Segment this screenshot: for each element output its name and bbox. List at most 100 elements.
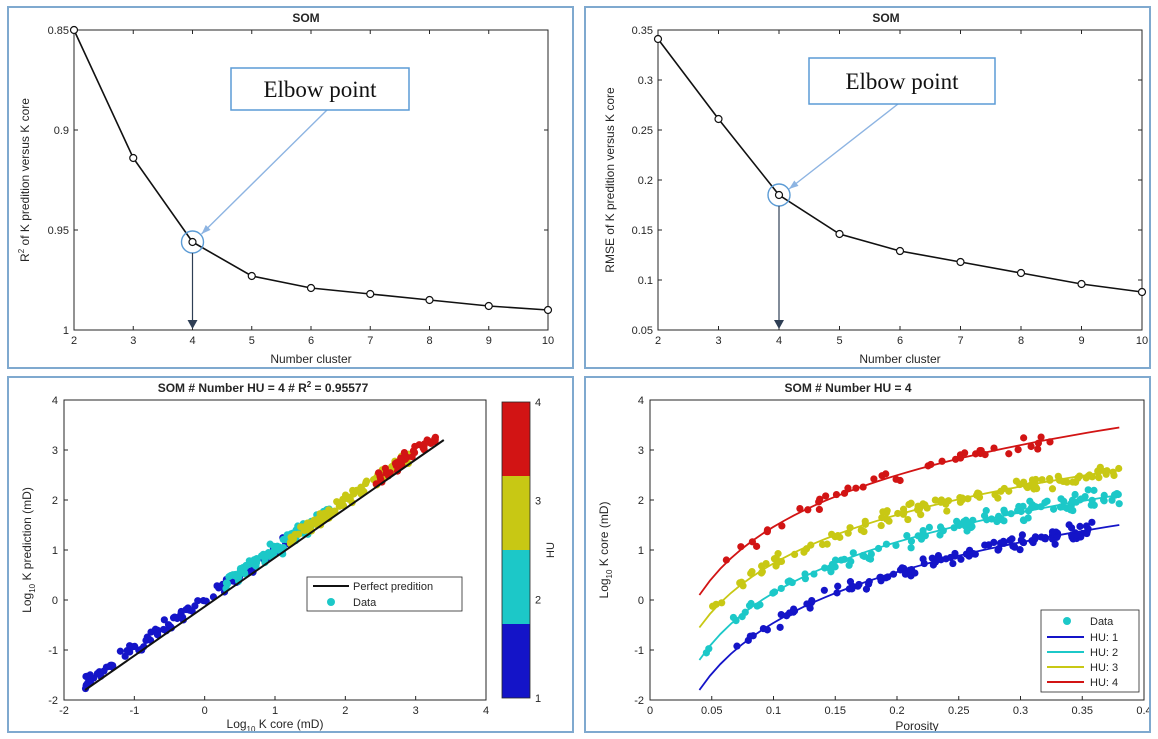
y-tick-label: -1	[48, 645, 58, 657]
data-point-hu3	[357, 483, 365, 491]
data-point-hu1	[1051, 540, 1059, 548]
callout-pointer-arrowhead	[789, 180, 799, 189]
data-point-hu3	[883, 507, 891, 515]
data-point-hu3	[1096, 463, 1104, 471]
data-point	[835, 229, 844, 239]
x-tick-label: 8	[1018, 335, 1024, 347]
elbow-drop-arrowhead	[187, 320, 198, 329]
data-point-hu3	[905, 500, 913, 509]
rmse-elbow-chart: SOM 2 3 4 5 6 7 8 9 100.050.10.150.20.250.30.35 …	[603, 11, 1148, 366]
data-point-hu1	[145, 635, 154, 644]
chart-title: SOM	[872, 11, 899, 25]
data-point	[425, 295, 434, 305]
data-point-hu4	[1034, 445, 1042, 453]
data-point-hu2	[907, 544, 915, 552]
data-point	[956, 257, 965, 267]
data-point-hu2	[1071, 490, 1079, 499]
data-point	[1137, 287, 1147, 297]
colorbar-label: HU	[545, 542, 557, 558]
data-point-hu3	[943, 507, 951, 515]
data-point-hu1	[93, 669, 101, 678]
data-point-hu1	[121, 652, 129, 660]
data-point-hu1	[777, 610, 785, 619]
data-point-hu1	[160, 616, 168, 624]
y-tick-label: 1	[63, 325, 69, 337]
data-point-hu1	[820, 586, 828, 594]
data-point-hu1	[83, 672, 92, 680]
legend-label-hu4: HU: 4	[1090, 677, 1118, 689]
data-point-hu2	[236, 567, 244, 575]
colorbar-segment-hu3	[502, 476, 530, 550]
y-tick-label: 0	[52, 595, 58, 607]
y-tick-label: 0.25	[632, 125, 653, 137]
x-tick-label: 0.2	[889, 705, 904, 717]
data-point-hu2	[1108, 496, 1116, 504]
data-point-hu1	[202, 597, 210, 605]
colorbar-segment-hu2	[502, 550, 530, 624]
data-point-hu4	[410, 448, 419, 457]
data-point-hu1	[1076, 522, 1084, 531]
data-point	[484, 301, 493, 311]
data-point-hu4	[753, 542, 761, 550]
elbow-callout-text: Elbow point	[845, 69, 959, 94]
data-point-hu3	[341, 491, 350, 499]
data-point-hu4	[421, 440, 429, 448]
y-tick-label: 3	[638, 445, 644, 457]
colorbar-segment-hu4	[502, 402, 530, 476]
y-tick-label: 4	[52, 395, 58, 407]
chart-title: SOM # Number HU = 4 # R2 = 0.95577	[158, 380, 369, 395]
data-point-hu2	[225, 573, 233, 581]
fit-curve-hu4	[698, 426, 1120, 596]
x-axis-label: Log10 K core (mD)	[227, 717, 324, 731]
x-tick-label: 7	[367, 335, 373, 347]
data-point-hu1	[990, 538, 998, 546]
y-tick-label: 2	[52, 495, 58, 507]
data-point-hu1	[1008, 535, 1016, 543]
x-tick-label: 0.05	[701, 705, 722, 717]
data-point-hu1	[182, 605, 190, 614]
legend: Perfect predition Data	[306, 576, 463, 612]
x-tick-label: 4	[776, 335, 782, 347]
data-point-hu3	[931, 496, 939, 504]
colorbar-tick-label: 2	[535, 594, 541, 606]
x-tick-label: 0.15	[825, 705, 846, 717]
data-point-hu1	[126, 642, 134, 650]
legend-data-swatch	[327, 598, 335, 606]
data-point-hu1	[1016, 546, 1024, 554]
data-point-hu3	[818, 540, 827, 549]
data-point-hu2	[257, 552, 266, 560]
data-point-hu4	[796, 504, 804, 513]
y-tick-label: 3	[52, 445, 58, 457]
data-point-hu4	[882, 470, 890, 478]
y-tick-label: 0.35	[632, 25, 653, 37]
x-tick-label: 3	[130, 335, 136, 347]
colorbar-tick-label: 3	[535, 496, 541, 508]
data-point-hu2	[1049, 505, 1058, 513]
data-point-hu3	[762, 559, 770, 568]
data-point-hu4	[431, 433, 440, 441]
data-point	[714, 114, 723, 124]
legend-label-hu3: HU: 3	[1090, 662, 1118, 674]
data-point-hu2	[1066, 506, 1075, 514]
fit-curve-hu1	[698, 524, 1120, 691]
callout-pointer-line	[201, 109, 328, 235]
data-point-hu4	[386, 469, 394, 477]
colorbar-tick-label: 4	[535, 397, 541, 409]
y-axis-label: R2 of K predition versus K core	[17, 98, 32, 262]
callout-pointer-line	[788, 103, 899, 190]
data-point-hu4	[397, 456, 405, 465]
colorbar-frame	[501, 401, 531, 699]
data-point-hu2	[1024, 514, 1032, 522]
data-point	[895, 246, 905, 256]
legend: Data HU: 1 HU: 2 HU: 3 HU: 4	[1040, 609, 1140, 693]
data-point-hu2	[845, 561, 853, 569]
data-point-hu3	[297, 523, 305, 531]
data-point-hu3	[899, 505, 908, 513]
legend-label-data: Data	[353, 597, 377, 609]
x-tick-label: 0.25	[948, 705, 969, 717]
x-tick-label: 2	[655, 335, 661, 347]
x-tick-label: 2	[342, 705, 348, 717]
x-tick-label: 7	[957, 335, 963, 347]
data-point-hu1	[957, 555, 965, 563]
data-point-hu4	[1027, 442, 1035, 451]
